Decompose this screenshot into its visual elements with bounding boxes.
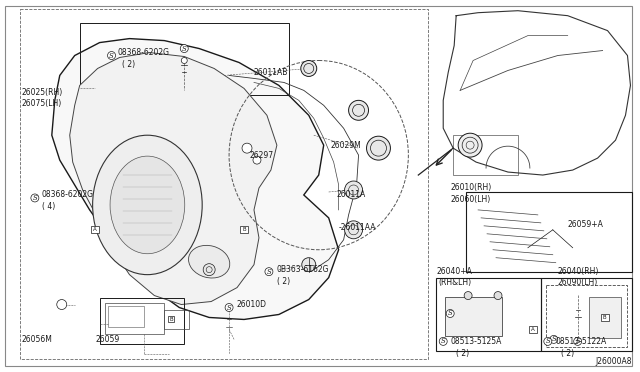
Text: 26059+A: 26059+A: [568, 220, 604, 230]
FancyBboxPatch shape: [589, 296, 621, 339]
Text: S: S: [266, 268, 271, 276]
Text: 0B363-6162G: 0B363-6162G: [277, 265, 330, 274]
Ellipse shape: [189, 246, 230, 278]
Text: S: S: [448, 310, 452, 317]
Text: S: S: [441, 337, 445, 345]
Text: ( 4): ( 4): [42, 202, 55, 211]
Bar: [541, 278, 632, 351]
Text: S: S: [182, 45, 187, 52]
Bar: [100, 298, 184, 344]
Text: ( 2): ( 2): [122, 60, 134, 69]
Circle shape: [57, 299, 67, 310]
Circle shape: [242, 143, 252, 153]
FancyBboxPatch shape: [445, 296, 502, 336]
Text: 08368-6202G: 08368-6202G: [42, 190, 94, 199]
Bar: [600, 314, 609, 321]
Text: S: S: [227, 304, 232, 311]
Text: 08513-5122A: 08513-5122A: [556, 337, 607, 346]
Bar: [108, 305, 145, 327]
Ellipse shape: [110, 156, 185, 254]
Circle shape: [225, 304, 233, 311]
Text: 26060(LH): 26060(LH): [450, 195, 490, 205]
Circle shape: [253, 156, 261, 164]
Bar: [168, 317, 174, 323]
Text: S: S: [575, 337, 580, 345]
Text: J26000A8: J26000A8: [596, 357, 632, 366]
Bar: [20, 9, 428, 359]
Text: 26090(LH): 26090(LH): [558, 278, 598, 287]
Bar: [436, 278, 541, 351]
Circle shape: [108, 52, 116, 60]
Bar: [453, 135, 518, 175]
Text: B: B: [242, 227, 246, 232]
Circle shape: [458, 133, 482, 157]
Text: 26297: 26297: [249, 151, 273, 160]
Circle shape: [446, 310, 454, 317]
PathPatch shape: [70, 52, 277, 305]
Bar: [104, 302, 164, 334]
Text: 08513-5125A: 08513-5125A: [450, 337, 502, 346]
Circle shape: [344, 181, 362, 199]
Text: (RH&LH): (RH&LH): [438, 278, 472, 287]
Text: S: S: [552, 336, 556, 343]
Text: 26075(LH): 26075(LH): [22, 99, 62, 108]
Bar: [91, 226, 99, 233]
Circle shape: [349, 100, 369, 120]
Text: ( 2): ( 2): [456, 349, 469, 358]
Circle shape: [544, 337, 552, 345]
Bar: [164, 310, 189, 330]
Text: 26029M: 26029M: [331, 141, 362, 150]
Text: A: A: [93, 227, 97, 232]
Ellipse shape: [93, 135, 202, 275]
Text: 26011A: 26011A: [337, 190, 366, 199]
Circle shape: [494, 292, 502, 299]
Circle shape: [203, 264, 215, 276]
Circle shape: [31, 194, 39, 202]
Text: B: B: [603, 315, 606, 320]
Circle shape: [265, 268, 273, 276]
Text: 26059: 26059: [95, 335, 120, 344]
Bar: [240, 226, 248, 233]
Text: 26040+A: 26040+A: [436, 267, 472, 276]
Circle shape: [573, 337, 582, 345]
Circle shape: [439, 337, 447, 345]
Text: S: S: [33, 194, 37, 202]
Text: ( 2): ( 2): [277, 277, 290, 286]
Circle shape: [550, 336, 558, 343]
Text: 26056M: 26056M: [22, 335, 52, 344]
Text: A: A: [531, 327, 535, 332]
Circle shape: [301, 61, 317, 76]
Circle shape: [181, 58, 188, 64]
Text: S: S: [545, 337, 550, 345]
Text: -26011AA: -26011AA: [339, 223, 376, 232]
Bar: [466, 192, 632, 272]
Text: S: S: [109, 52, 114, 60]
PathPatch shape: [52, 39, 339, 320]
Text: 26011AB: 26011AB: [254, 68, 289, 77]
Circle shape: [367, 136, 390, 160]
Bar: [529, 326, 537, 333]
Circle shape: [302, 258, 316, 272]
Text: 26040(RH): 26040(RH): [558, 267, 599, 276]
Text: ( 2): ( 2): [561, 349, 574, 358]
Bar: [80, 23, 289, 95]
Text: B: B: [170, 317, 173, 322]
Circle shape: [180, 45, 188, 52]
Text: 08368-6202G: 08368-6202G: [118, 48, 170, 57]
Text: 26025(RH): 26025(RH): [22, 88, 63, 97]
Circle shape: [344, 221, 362, 239]
Circle shape: [464, 292, 472, 299]
Text: 26010(RH): 26010(RH): [450, 183, 492, 192]
Text: 26010D: 26010D: [236, 300, 266, 309]
Bar: [546, 285, 627, 347]
